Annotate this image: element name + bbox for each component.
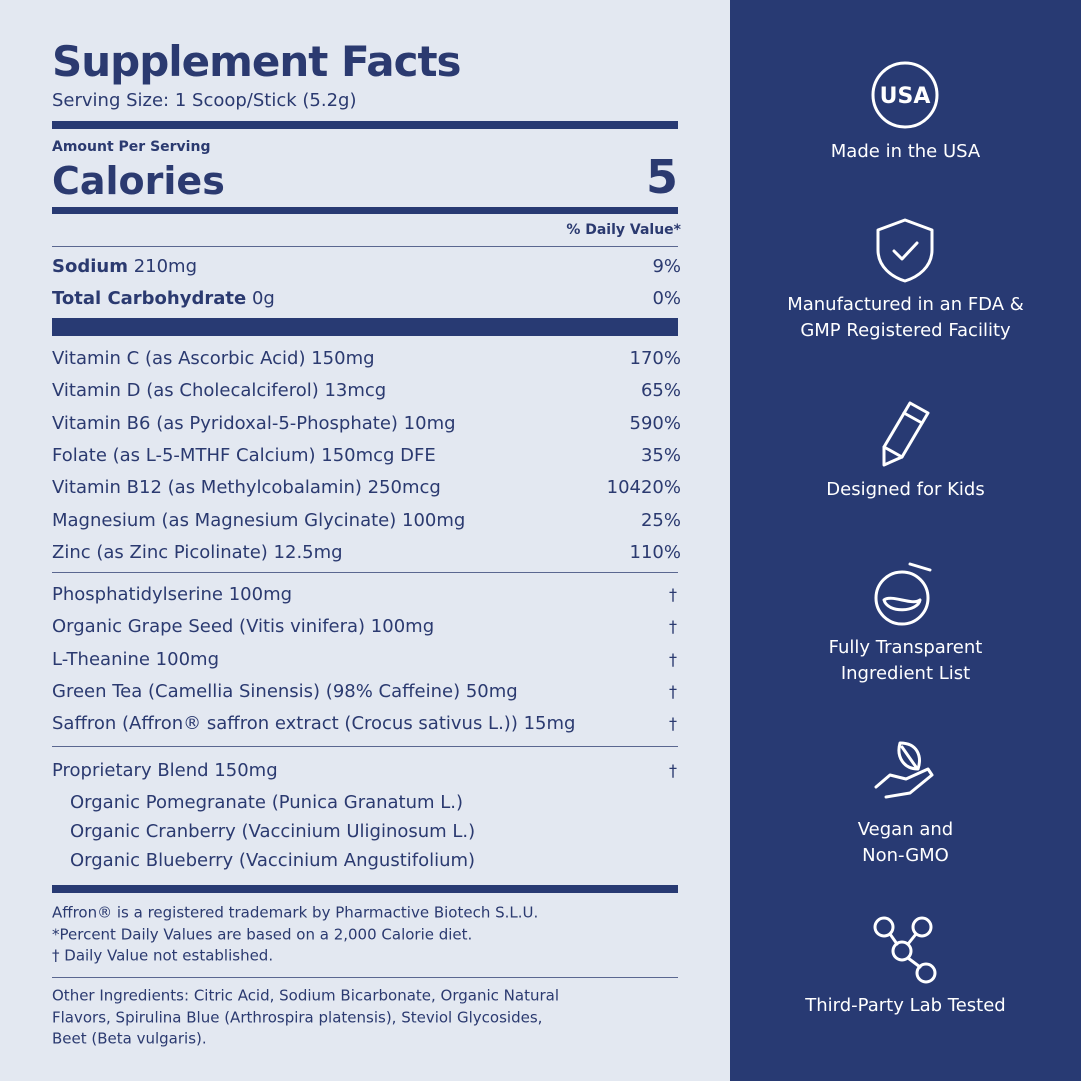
rule bbox=[52, 121, 678, 129]
usa-icon-text: USA bbox=[880, 84, 931, 109]
amount-per-serving: Amount Per Serving bbox=[52, 139, 211, 155]
vitamin-name: Magnesium (as Magnesium Glycinate) 100mg bbox=[52, 509, 466, 531]
nutrient-amount: 0g bbox=[251, 288, 275, 309]
ingredient-name: Green Tea (Camellia Sinensis) (98% Caffe… bbox=[52, 680, 518, 702]
dv-header: % Daily Value* bbox=[566, 222, 681, 238]
vitamin-name: Zinc (as Zinc Picolinate) 12.5mg bbox=[52, 541, 343, 563]
ingredient-name: Phosphatidylserine 100mg bbox=[52, 584, 293, 605]
vitamin-name: Vitamin B6 (as Pyridoxal-5-Phosphate) 10… bbox=[52, 412, 456, 434]
ingredient-name: Organic Grape Seed (Vitis vinifera) 100m… bbox=[52, 616, 435, 638]
rule bbox=[52, 572, 678, 573]
badge-label: Manufactured in an FDA & bbox=[787, 294, 1024, 315]
vitamin-dv: 10420% bbox=[606, 477, 681, 499]
serving-size: Serving Size: 1 Scoop/Stick (5.2g) bbox=[52, 90, 357, 111]
blend-item: Organic Cranberry (Vaccinium Uliginosum … bbox=[70, 821, 476, 842]
vitamin-name: Vitamin C (as Ascorbic Acid) 150mg bbox=[52, 348, 375, 369]
vitamin-dv: 25% bbox=[640, 509, 681, 531]
nutrient-dv: 0% bbox=[652, 288, 681, 309]
rule bbox=[52, 318, 678, 336]
blend-item: Organic Pomegranate (Punica Granatum L.) bbox=[70, 792, 464, 813]
badge-label: Fully Transparent bbox=[828, 637, 983, 658]
calories-value: 5 bbox=[645, 150, 678, 204]
nutrient-row: Total Carbohydrate 0g bbox=[52, 290, 275, 308]
ingredient-dv: † bbox=[669, 585, 677, 604]
badge-label: Made in the USA bbox=[830, 141, 981, 162]
ingredient-dv: † bbox=[669, 714, 677, 734]
badge-label: Third-Party Lab Tested bbox=[805, 995, 1006, 1016]
ingredient-name: Saffron (Affron® saffron extract (Crocus… bbox=[52, 713, 576, 735]
rule bbox=[52, 746, 678, 747]
ingredient-name: L-Theanine 100mg bbox=[52, 648, 219, 670]
other-ingredients: Flavors, Spirulina Blue (Arthrospira pla… bbox=[52, 1008, 543, 1026]
badge-label: Non-GMO bbox=[862, 845, 949, 866]
badge-label: Vegan and bbox=[857, 819, 954, 840]
badges-panel: USA Made in the USA Manufactured in an FD… bbox=[730, 0, 1081, 1081]
rule bbox=[52, 885, 678, 893]
blend-item: Organic Blueberry (Vaccinium Angustifoli… bbox=[70, 850, 476, 871]
vitamin-name: Vitamin B12 (as Methylcobalamin) 250mcg bbox=[52, 477, 441, 499]
vitamin-dv: 65% bbox=[640, 380, 681, 402]
other-ingredients: Beet (Beta vulgaris). bbox=[52, 1029, 207, 1048]
ingredient-dv: † bbox=[669, 649, 677, 669]
ingredient-dv: † bbox=[669, 617, 677, 637]
ingredient-dv: † bbox=[669, 681, 677, 701]
blend-dv: † bbox=[669, 761, 677, 780]
rule bbox=[52, 246, 678, 247]
vitamin-dv: 170% bbox=[629, 348, 681, 369]
footnote: † Daily Value not established. bbox=[52, 946, 274, 965]
nutrient-amount: 210mg bbox=[133, 256, 198, 277]
nutrient-dv: 9% bbox=[652, 256, 681, 277]
vitamin-dv: 110% bbox=[629, 541, 681, 563]
badge-label: Designed for Kids bbox=[826, 479, 985, 500]
vitamin-name: Folate (as L-5-MTHF Calcium) 150mcg DFE bbox=[52, 444, 436, 466]
usa-icon: USA bbox=[871, 61, 939, 129]
nutrient-name: Sodium bbox=[52, 256, 128, 277]
rule bbox=[52, 207, 678, 214]
molecule-icon bbox=[873, 916, 937, 984]
calories-label: Calories bbox=[52, 159, 225, 203]
blend-name: Proprietary Blend 150mg bbox=[52, 760, 278, 781]
shield-icon bbox=[876, 218, 934, 283]
nutrient-row: Sodium 210mg bbox=[52, 258, 197, 276]
badge-label: Ingredient List bbox=[840, 663, 971, 684]
rule bbox=[52, 977, 678, 978]
vitamin-name: Vitamin D (as Cholecalciferol) 13mcg bbox=[52, 380, 387, 402]
footnote: Affron® is a registered trademark by Pha… bbox=[52, 903, 539, 922]
other-ingredients: Other Ingredients: Citric Acid, Sodium B… bbox=[52, 986, 559, 1005]
nutrient-name: Total Carbohydrate bbox=[52, 288, 247, 309]
flask-icon bbox=[874, 562, 932, 626]
footnote: *Percent Daily Values are based on a 2,0… bbox=[52, 925, 473, 943]
pencil-icon bbox=[882, 401, 930, 467]
vitamin-dv: 35% bbox=[640, 444, 681, 466]
title: Supplement Facts bbox=[52, 37, 462, 86]
vitamin-dv: 590% bbox=[629, 412, 681, 434]
leaf-hand-icon bbox=[874, 741, 934, 799]
badge-label: GMP Registered Facility bbox=[800, 320, 1011, 341]
